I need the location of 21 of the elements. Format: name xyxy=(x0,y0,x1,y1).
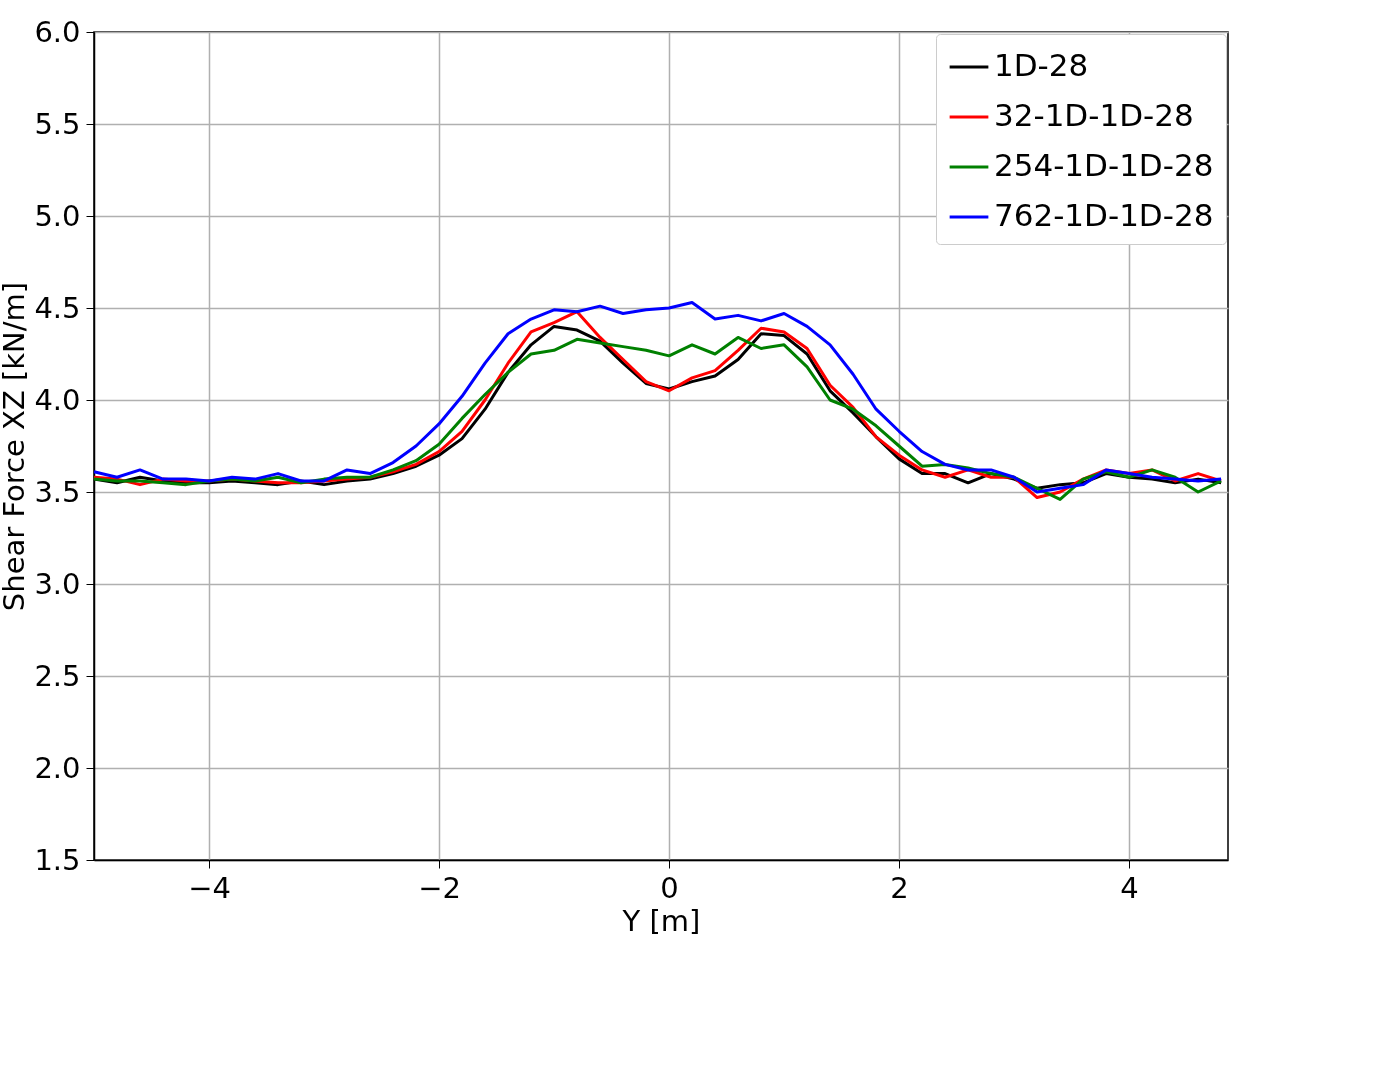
y-axis-title: Shear Force XZ [kN/m] xyxy=(0,281,32,612)
legend-label: 762-1D-1D-28 xyxy=(994,197,1214,233)
legend-label: 1D-28 xyxy=(994,47,1089,83)
x-tick-label: 2 xyxy=(890,870,909,905)
y-tick-label: 5.0 xyxy=(34,198,81,233)
legend-label: 32-1D-1D-28 xyxy=(994,97,1194,133)
y-tick-label: 4.0 xyxy=(34,382,81,417)
x-tick-label: 4 xyxy=(1120,870,1139,905)
y-tick-label: 2.5 xyxy=(34,658,81,693)
y-tick-label: 5.5 xyxy=(34,106,81,141)
x-tick-label: −4 xyxy=(188,870,231,905)
y-tick-label: 1.5 xyxy=(34,842,81,877)
y-tick-label: 3.0 xyxy=(34,566,81,601)
x-tick-label: −2 xyxy=(418,870,461,905)
y-tick-label: 6.0 xyxy=(34,14,81,49)
y-tick-label: 4.5 xyxy=(34,290,81,325)
x-tick-label: 0 xyxy=(660,870,679,905)
y-tick-label: 3.5 xyxy=(34,474,81,509)
x-axis-title: Y [m] xyxy=(621,903,701,938)
y-tick-label: 2.0 xyxy=(34,750,81,785)
legend-label: 254-1D-1D-28 xyxy=(994,147,1214,183)
